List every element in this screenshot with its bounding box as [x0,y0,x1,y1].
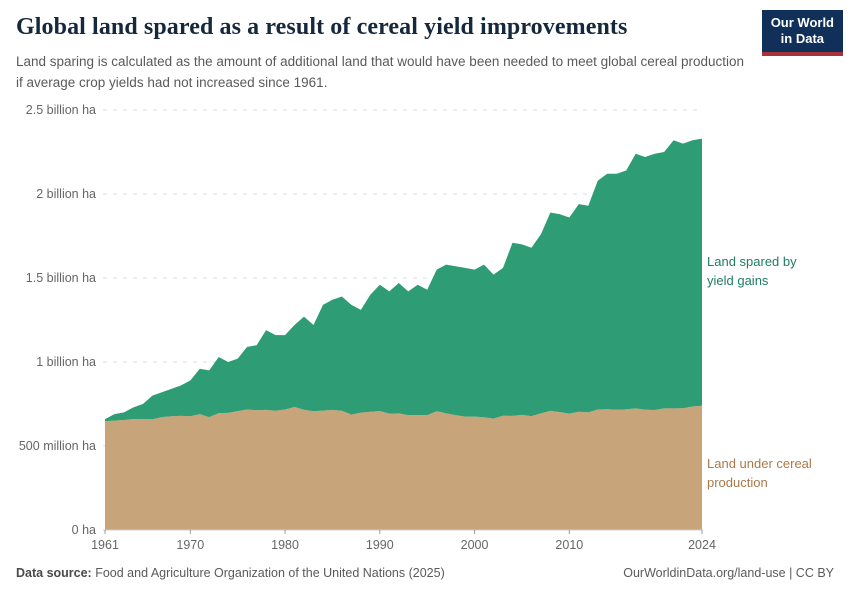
data-source-note: Data source: Food and Agriculture Organi… [16,566,445,580]
area-land-spared-by-yield-gains [105,138,702,422]
owid-logo-line2: in Data [780,31,825,47]
owid-logo-line1: Our World [770,15,834,30]
chart-footer: Data source: Food and Agriculture Organi… [16,566,834,580]
y-tick-label: 1 billion ha [36,355,96,369]
y-tick-label: 1.5 billion ha [25,271,96,285]
owid-url-license[interactable]: OurWorldinData.org/land-use | CC BY [623,566,834,580]
series-label-land-spared: Land spared by yield gains [707,254,797,288]
x-tick-label: 1970 [176,538,205,552]
data-source-label: Data source: [16,566,92,580]
x-tick-label: 2010 [555,538,584,552]
y-tick-label: 2 billion ha [36,187,96,201]
chart-subtitle: Land sparing is calculated as the amount… [16,54,745,90]
x-tick-label: 1961 [91,538,119,552]
page-title: Global land spared as a result of cereal… [16,14,628,40]
x-tick-label: 2024 [688,538,716,552]
y-tick-label: 0 ha [71,523,96,537]
y-tick-label: 2.5 billion ha [25,103,96,117]
owid-logo[interactable]: Our World in Data [761,10,843,56]
y-tick-label: 500 million ha [18,439,96,453]
area-land-under-cereal-production [105,405,702,530]
series-label-land-under-cereal: Land under cereal production [707,456,812,490]
x-tick-label: 1990 [365,538,394,552]
x-tick-label: 1980 [271,538,299,552]
x-tick-label: 2000 [460,538,489,552]
data-source-text: Food and Agriculture Organization of the… [95,566,445,580]
